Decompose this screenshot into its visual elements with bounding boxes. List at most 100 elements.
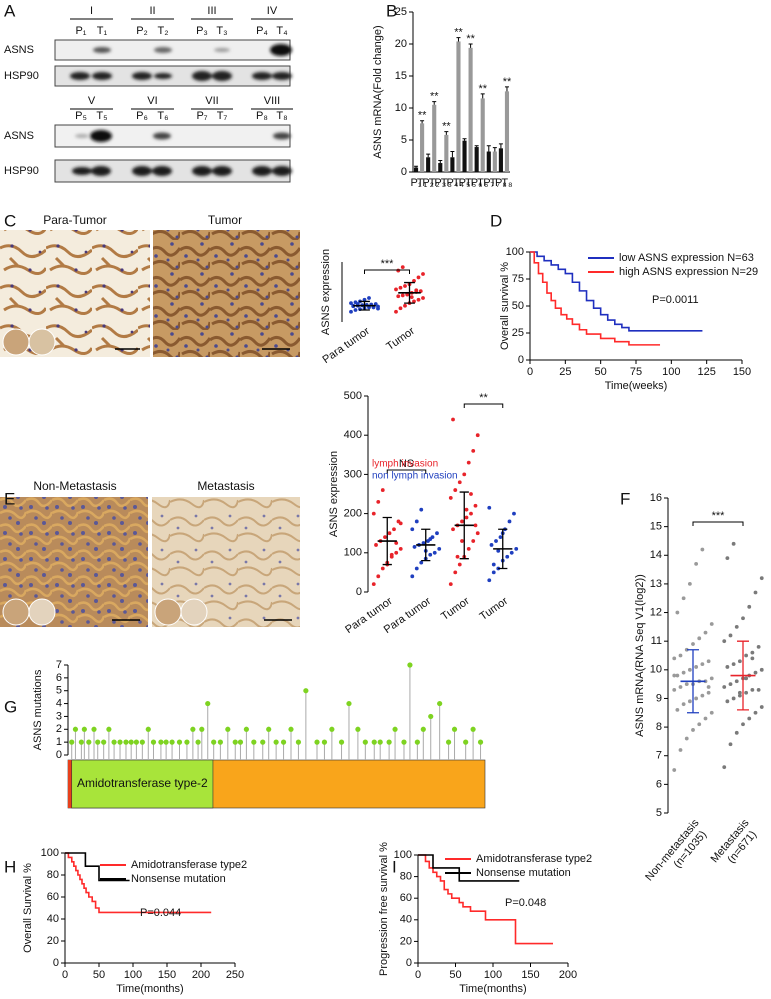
data-point	[737, 693, 742, 698]
y-tick-label: 0	[518, 354, 524, 366]
mutation-dot	[128, 739, 134, 745]
data-point	[448, 496, 453, 500]
error-bar	[432, 101, 437, 105]
data-point	[741, 722, 745, 727]
data-point	[457, 480, 462, 485]
legend-label: Amidotransferase type2	[476, 853, 592, 865]
data-point	[753, 670, 758, 675]
data-point	[453, 570, 458, 575]
x-axis-label: Time(months)	[116, 983, 183, 995]
y-tick-label: 10	[650, 664, 662, 676]
mutation-dot	[437, 700, 443, 707]
mutation-dot	[266, 726, 272, 732]
band	[270, 44, 292, 56]
panel-label: B	[386, 1, 397, 20]
group-label: V	[88, 95, 96, 107]
data-point	[457, 562, 462, 567]
x-tick-label: 150	[733, 366, 751, 378]
data-point	[403, 284, 407, 288]
data-point	[475, 531, 480, 536]
band	[75, 134, 89, 138]
data-point	[496, 548, 501, 553]
bands	[70, 71, 292, 81]
significance: **	[430, 91, 439, 103]
y-tick-label: 7	[656, 750, 662, 762]
category-label: Tumor	[478, 595, 511, 623]
y-tick-label: 50	[512, 300, 524, 312]
category-label: Tumor	[439, 595, 472, 623]
data-point	[687, 667, 692, 672]
mutation-dot	[401, 739, 407, 745]
data-point	[473, 523, 478, 528]
data-point	[697, 636, 702, 641]
data-point	[684, 736, 689, 741]
y-tick-label: 75	[512, 273, 524, 285]
data-point	[744, 690, 749, 695]
data-point	[750, 687, 755, 692]
data-point	[687, 699, 692, 704]
data-point	[514, 546, 519, 551]
survival-curve	[530, 251, 661, 346]
error-bar	[420, 120, 425, 124]
mutation-dot	[106, 726, 112, 732]
y-axis-label: Overall survival %	[499, 262, 511, 350]
data-point	[466, 460, 471, 465]
band	[272, 72, 292, 80]
significance: **	[466, 33, 475, 45]
y-tick-label: 0	[53, 957, 59, 969]
band	[192, 71, 212, 81]
data-point	[494, 539, 498, 543]
y-tick-label: 60	[400, 892, 412, 904]
data-point	[509, 550, 514, 555]
error-bar	[480, 93, 485, 99]
group-label: VIII	[264, 95, 281, 107]
data-point	[505, 554, 510, 559]
significance-bracket	[364, 269, 410, 274]
blot-bottom	[54, 124, 292, 183]
protein-label: ASNS	[4, 130, 34, 142]
panel-label: G	[4, 697, 17, 716]
bar	[474, 147, 479, 172]
significance: **	[478, 83, 487, 95]
error-bar	[468, 43, 473, 48]
mutation-dot	[295, 739, 302, 745]
mutation-dot	[145, 726, 151, 732]
y-tick-label: 3	[56, 710, 62, 722]
y-tick-label: 100	[41, 847, 59, 859]
data-point	[455, 554, 460, 559]
data-point	[756, 645, 761, 649]
data-point	[398, 306, 403, 311]
data-point	[507, 519, 512, 524]
data-point	[410, 574, 415, 579]
significance-bracket	[692, 521, 744, 526]
data-point	[376, 574, 381, 579]
data-point	[475, 433, 480, 438]
y-axis-label: ASNS expression	[328, 451, 340, 537]
legend-label: Amidotransferase type2	[131, 859, 247, 871]
blot-top	[54, 39, 292, 87]
category-label: Tumor	[384, 325, 417, 353]
mutation-dot	[205, 700, 211, 707]
panel-label: C	[4, 211, 16, 230]
data-point	[437, 546, 442, 551]
lane-label: P₁	[75, 25, 86, 37]
data-point	[460, 539, 464, 543]
band	[132, 166, 152, 176]
y-tick-label: 6	[56, 672, 62, 684]
data-point	[471, 539, 476, 543]
y-tick-label: 100	[394, 849, 412, 861]
x-tick-label: P₄	[446, 177, 458, 189]
y-tick-label: 80	[400, 871, 412, 883]
group-label: VI	[147, 95, 157, 107]
x-tick-label: P₁	[411, 177, 422, 189]
error-bar	[438, 159, 443, 164]
data-point	[394, 541, 399, 545]
y-tick-label: 5	[401, 134, 407, 146]
data-point	[672, 687, 677, 692]
error-bar	[492, 147, 497, 152]
y-tick-label: 15	[395, 70, 407, 82]
data-point	[759, 705, 764, 709]
lane-label: T₆	[157, 110, 168, 122]
y-tick-label: 40	[400, 914, 412, 926]
mutation-dot	[321, 739, 328, 745]
